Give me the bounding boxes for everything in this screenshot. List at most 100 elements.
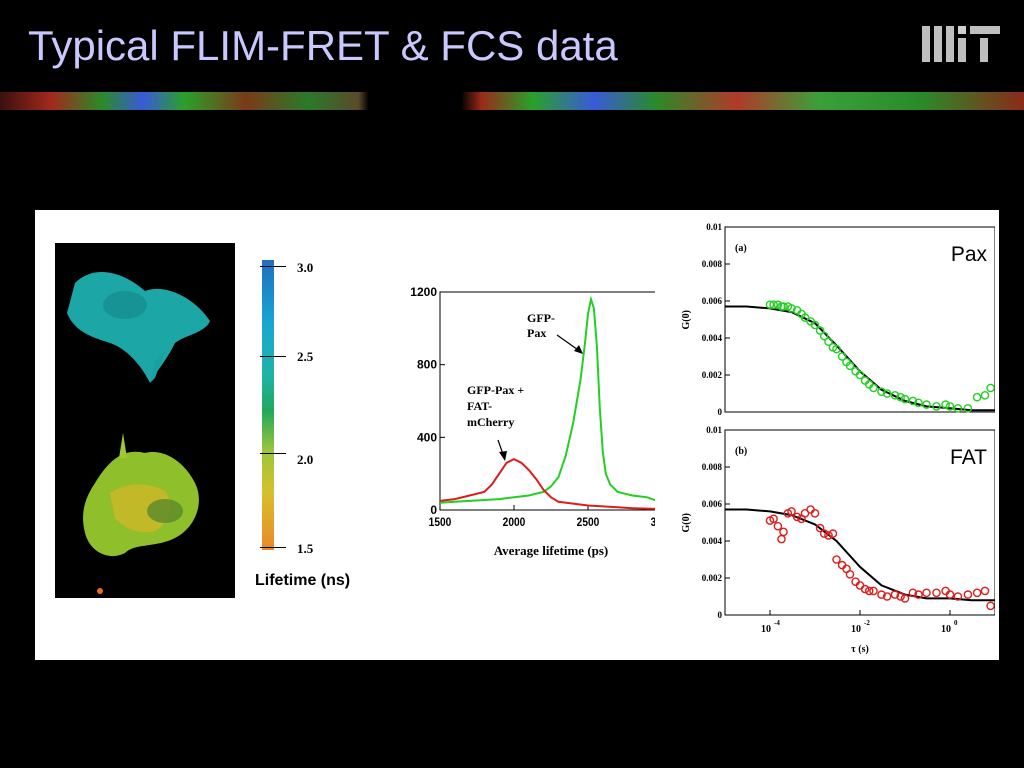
green-series-line bbox=[439, 295, 655, 504]
y-tick-label: 0 bbox=[718, 407, 723, 417]
green-data-point bbox=[855, 370, 865, 380]
green-data-point bbox=[824, 337, 833, 346]
colorbar-tick bbox=[260, 266, 286, 267]
green-data-point bbox=[914, 398, 923, 408]
colorbar-gradient bbox=[262, 260, 274, 550]
slide-title: Typical FLIM-FRET & FCS data bbox=[28, 22, 618, 69]
red-data-point bbox=[824, 531, 833, 540]
red-data-point bbox=[945, 590, 955, 599]
green-data-point bbox=[953, 403, 963, 413]
y-tick-label: 800 bbox=[417, 358, 437, 372]
red-data-point bbox=[773, 521, 783, 531]
green-data-point bbox=[810, 320, 820, 330]
y-axis-label: G(0) bbox=[681, 310, 692, 329]
red-series-annotation: FAT- bbox=[467, 399, 492, 413]
red-data-point bbox=[882, 592, 892, 601]
red-data-point bbox=[986, 601, 995, 611]
lifetime-colorbar: 3.0 2.5 2.0 1.5 bbox=[260, 260, 320, 560]
red-data-point bbox=[953, 592, 963, 601]
x-tick-exponent: -4 bbox=[774, 619, 780, 627]
red-data-point bbox=[832, 555, 841, 564]
plot-frame bbox=[439, 291, 655, 511]
green-data-point bbox=[787, 304, 796, 313]
green-data-point bbox=[900, 394, 910, 404]
red-data-point bbox=[914, 590, 923, 599]
y-tick-label: 1200 bbox=[410, 285, 437, 299]
y-tick-label: 0.004 bbox=[702, 333, 723, 343]
fcs-plot-frame bbox=[724, 429, 995, 616]
y-tick-label: 0.004 bbox=[702, 536, 723, 546]
y-tick-label: 0.008 bbox=[702, 462, 723, 472]
red-data-point bbox=[787, 507, 796, 516]
x-tick-label: 1500 bbox=[429, 516, 452, 529]
colorbar-tick-label: 1.5 bbox=[297, 541, 314, 556]
panel-letter: (a) bbox=[735, 243, 747, 254]
red-data-point bbox=[922, 588, 931, 598]
green-data-point bbox=[945, 402, 955, 411]
red-series-line bbox=[439, 457, 655, 510]
mit-logo bbox=[922, 26, 1000, 62]
green-data-point bbox=[908, 396, 918, 406]
green-data-point bbox=[932, 402, 941, 411]
green-data-point bbox=[972, 392, 982, 402]
red-data-point bbox=[815, 523, 825, 533]
green-data-point bbox=[896, 392, 905, 402]
y-tick-label: 0.002 bbox=[702, 370, 723, 380]
green-data-point bbox=[986, 383, 995, 393]
annotation-arrowhead bbox=[499, 451, 507, 461]
fcs-plot-frame bbox=[724, 226, 995, 413]
red-data-point bbox=[980, 586, 990, 596]
x-tick-label: 2500 bbox=[577, 516, 600, 529]
y-tick-label: 0.01 bbox=[706, 222, 722, 232]
y-tick-label: 0.002 bbox=[702, 573, 723, 583]
green-data-point bbox=[815, 326, 825, 335]
red-data-point bbox=[900, 594, 910, 603]
red-data-point bbox=[819, 529, 829, 538]
red-data-point bbox=[779, 527, 788, 537]
y-axis-label: G(0) bbox=[681, 513, 692, 532]
red-data-point bbox=[890, 590, 900, 599]
red-data-point bbox=[828, 529, 838, 538]
red-data-point bbox=[769, 514, 778, 524]
x-axis-label: Average lifetime (ps) bbox=[494, 543, 609, 558]
red-series-annotation: GFP-Pax + bbox=[467, 383, 524, 397]
fcs-curves: 0 0.002 0.004 0.006 0.008 0.01 G(0) (a) Pax 0 0.00… bbox=[681, 222, 995, 655]
y-tick-label: 0 bbox=[718, 610, 723, 620]
x-tick-label: 10 bbox=[851, 624, 861, 635]
green-series-annotation: GFP- bbox=[527, 311, 555, 325]
red-data-point bbox=[864, 586, 874, 596]
red-data-point bbox=[877, 590, 886, 599]
x-tick-exponent: -2 bbox=[864, 619, 870, 627]
y-tick-label: 0.006 bbox=[702, 296, 723, 306]
y-tick-label: 400 bbox=[417, 430, 437, 444]
green-data-point bbox=[819, 331, 829, 341]
y-tick-label: 0 bbox=[430, 503, 437, 517]
red-series-annotation: mCherry bbox=[467, 415, 514, 429]
y-tick-label: 0.006 bbox=[702, 499, 723, 509]
y-tick-label: 0.008 bbox=[702, 259, 723, 269]
green-series-annotation: Pax bbox=[527, 326, 546, 340]
green-data-point bbox=[765, 300, 775, 309]
x-tick-label: 3000 bbox=[651, 516, 655, 529]
colorbar-tick bbox=[260, 356, 286, 357]
red-data-point bbox=[869, 586, 878, 596]
green-data-point bbox=[963, 403, 973, 413]
panel-letter: (b) bbox=[735, 446, 747, 457]
red-data-point bbox=[810, 508, 820, 518]
green-data-point bbox=[882, 389, 892, 398]
red-data-point bbox=[792, 512, 802, 522]
panel-label: FAT bbox=[950, 446, 987, 469]
colorbar-tick-label: 2.5 bbox=[297, 349, 314, 364]
red-data-point bbox=[860, 584, 870, 594]
red-data-point bbox=[845, 569, 855, 579]
microscopy-banner bbox=[0, 92, 1024, 110]
green-data-point bbox=[779, 302, 788, 311]
annotation-arrowhead bbox=[574, 345, 583, 354]
x-axis-label: τ (s) bbox=[851, 644, 869, 655]
green-data-point bbox=[769, 300, 778, 309]
colorbar-tick-label: 3.0 bbox=[297, 260, 314, 275]
y-tick-label: 0.01 bbox=[706, 425, 722, 435]
green-data-point bbox=[980, 390, 990, 400]
x-tick-label: 10 bbox=[941, 624, 951, 635]
green-data-point bbox=[845, 361, 855, 371]
